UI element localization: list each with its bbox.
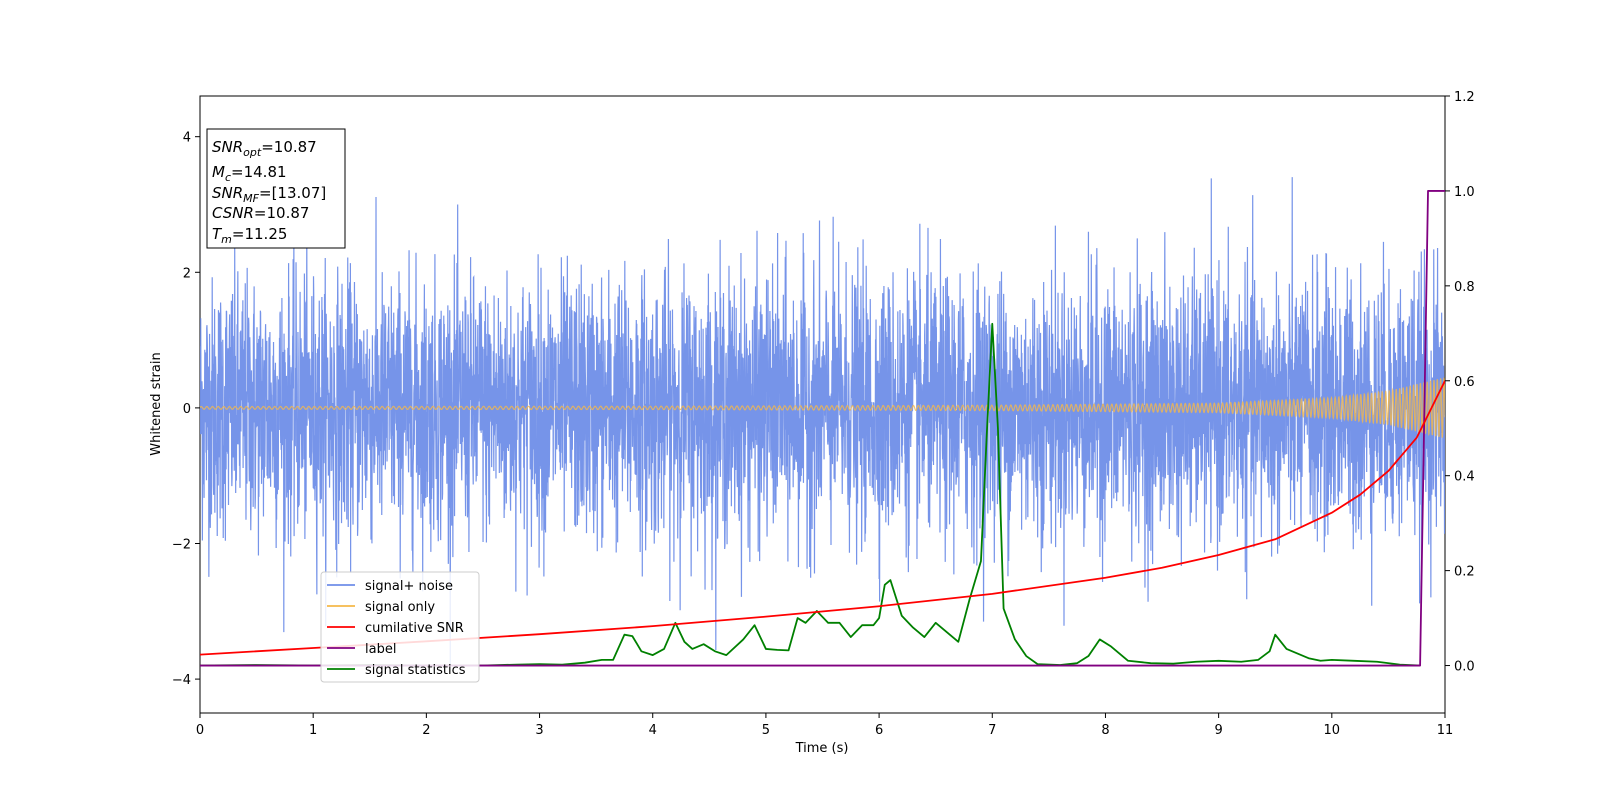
y-right-tick-label: 0.8	[1454, 280, 1475, 295]
legend-entry-label: signal only	[365, 600, 435, 615]
x-tick-label: 5	[762, 723, 770, 738]
x-tick-label: 0	[196, 723, 204, 738]
legend: signal+ noise signal only cumilative SNR la…	[320, 571, 480, 683]
y-axis-label: Whitened strain	[149, 352, 164, 455]
series-signal-noise	[200, 177, 1445, 667]
series-cumulative-snr	[200, 380, 1445, 656]
legend-frame	[320, 571, 480, 683]
y-right-tick-label: 1.0	[1454, 185, 1475, 200]
y-left-tick-label: −4	[172, 673, 191, 688]
x-tick-label: 8	[1101, 723, 1109, 738]
x-tick-label: 4	[649, 723, 657, 738]
y-right-tick-label: 1.2	[1454, 90, 1475, 105]
snr-opt-text: SNRopt=10.87	[212, 138, 317, 159]
info-box-frame	[206, 128, 346, 249]
legend-entry-label: signal+ noise	[365, 579, 453, 594]
tm-text: Tm=11.25	[212, 225, 287, 246]
y-left-tick-label: 4	[183, 131, 191, 146]
legend-entry-label: signal statistics	[365, 663, 466, 678]
y-right-tick-label: 0.2	[1454, 565, 1475, 580]
legend-entry-label: cumilative SNR	[365, 621, 464, 636]
x-tick-label: 10	[1324, 723, 1341, 738]
y-right-tick-label: 0.0	[1454, 660, 1475, 675]
legend-entry-label: label	[365, 642, 396, 657]
y-left-tick-label: 2	[183, 266, 191, 281]
x-tick-label: 11	[1437, 723, 1454, 738]
x-tick-label: 3	[535, 723, 543, 738]
x-tick-label: 2	[422, 723, 430, 738]
mc-text: Mc=14.81	[212, 163, 287, 184]
x-tick-label: 9	[1214, 723, 1222, 738]
x-tick-label: 6	[875, 723, 883, 738]
y-left-tick-label: 0	[183, 402, 191, 417]
y-left-tick-label: −2	[172, 537, 191, 552]
series-label	[200, 190, 1445, 667]
x-axis-label: Time (s)	[795, 741, 849, 756]
csnr-text: CSNR=10.87	[212, 204, 309, 222]
snr-mf-text: SNRMF=[13.07]	[212, 184, 326, 205]
y-right-tick-label: 0.4	[1454, 470, 1475, 485]
x-tick-label: 7	[988, 723, 996, 738]
y-right-tick-label: 0.6	[1454, 375, 1475, 390]
x-tick-label: 1	[309, 723, 317, 738]
series-signal-statistics	[200, 322, 1421, 667]
info-box: SNRopt=10.87 Mc=14.81 SNRMF=[13.07] CSNR…	[206, 128, 346, 249]
series-signal-only	[200, 377, 1445, 438]
